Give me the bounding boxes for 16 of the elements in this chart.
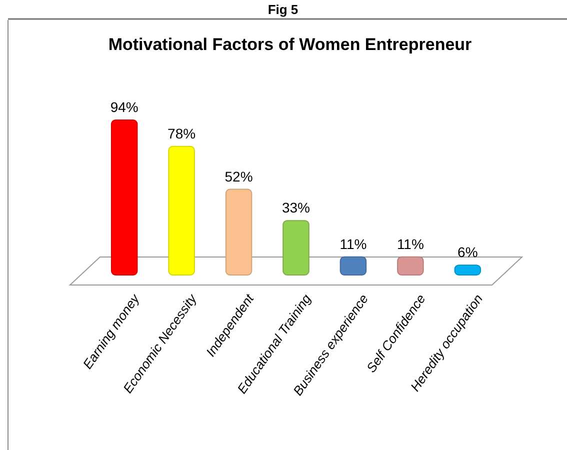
bar <box>225 188 252 276</box>
bar <box>110 120 138 276</box>
data-label: 11% <box>396 236 424 252</box>
bar <box>168 146 195 276</box>
chart-title: Motivational Factors of Women Entrepreneur <box>108 35 472 54</box>
bar <box>454 264 482 276</box>
data-label: 6% <box>458 244 478 260</box>
data-label: 33% <box>282 200 310 216</box>
caption: Fig 5 <box>268 2 298 17</box>
data-label: 52% <box>224 168 253 184</box>
bar <box>397 256 424 276</box>
bar <box>340 256 367 276</box>
data-label: 11% <box>340 236 367 252</box>
data-label: 94% <box>110 99 138 115</box>
data-label: 78% <box>168 125 196 142</box>
bar <box>282 220 310 276</box>
